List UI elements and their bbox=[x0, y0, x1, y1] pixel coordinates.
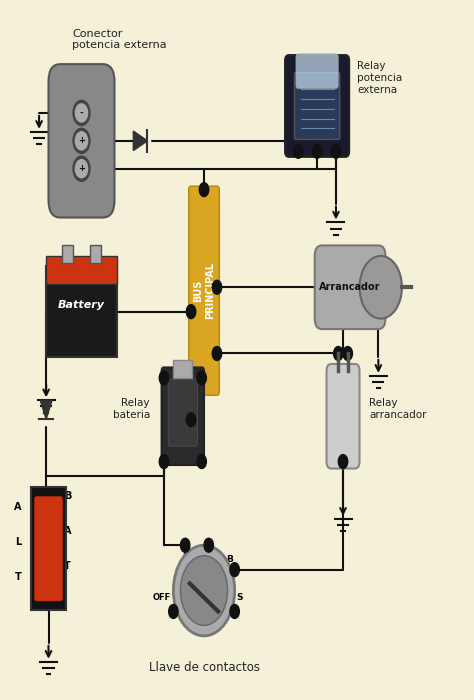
FancyBboxPatch shape bbox=[315, 246, 385, 329]
Text: OFF: OFF bbox=[153, 593, 171, 602]
Circle shape bbox=[230, 563, 239, 577]
Text: BUS
PRINCIPAL: BUS PRINCIPAL bbox=[193, 262, 215, 319]
FancyBboxPatch shape bbox=[168, 379, 197, 446]
FancyBboxPatch shape bbox=[162, 368, 204, 465]
Text: T: T bbox=[64, 561, 71, 571]
Circle shape bbox=[212, 280, 222, 294]
Circle shape bbox=[338, 454, 348, 468]
FancyBboxPatch shape bbox=[173, 360, 192, 378]
FancyBboxPatch shape bbox=[46, 256, 117, 284]
Circle shape bbox=[343, 346, 353, 360]
Circle shape bbox=[75, 104, 88, 122]
Text: B: B bbox=[64, 491, 71, 501]
FancyBboxPatch shape bbox=[296, 54, 338, 88]
FancyBboxPatch shape bbox=[327, 364, 359, 468]
Circle shape bbox=[230, 605, 239, 618]
Circle shape bbox=[312, 144, 322, 158]
Text: A: A bbox=[14, 502, 22, 512]
Circle shape bbox=[169, 605, 178, 618]
Polygon shape bbox=[40, 400, 52, 419]
Text: R: R bbox=[205, 540, 212, 550]
FancyBboxPatch shape bbox=[189, 186, 219, 396]
Text: Arrancador: Arrancador bbox=[319, 282, 381, 293]
FancyBboxPatch shape bbox=[285, 55, 349, 157]
Text: Relay
potencia
externa: Relay potencia externa bbox=[357, 62, 402, 94]
Text: -: - bbox=[80, 108, 83, 118]
Text: +: + bbox=[78, 164, 85, 173]
FancyBboxPatch shape bbox=[46, 266, 117, 357]
Circle shape bbox=[186, 304, 196, 318]
Circle shape bbox=[75, 160, 88, 178]
Text: Relay
bateria: Relay bateria bbox=[112, 398, 150, 420]
Polygon shape bbox=[133, 131, 147, 150]
Circle shape bbox=[293, 144, 303, 158]
Circle shape bbox=[73, 156, 90, 181]
Circle shape bbox=[204, 538, 213, 552]
Circle shape bbox=[181, 556, 228, 625]
Circle shape bbox=[173, 545, 235, 636]
FancyBboxPatch shape bbox=[90, 246, 101, 262]
Text: Relay
arrancador: Relay arrancador bbox=[369, 398, 427, 420]
Text: S: S bbox=[236, 593, 243, 602]
Circle shape bbox=[199, 183, 209, 197]
Text: A: A bbox=[64, 526, 71, 536]
Circle shape bbox=[331, 144, 341, 158]
Text: L: L bbox=[15, 537, 21, 547]
Circle shape bbox=[73, 128, 90, 153]
Text: B: B bbox=[227, 554, 233, 564]
Text: Battery: Battery bbox=[58, 300, 105, 309]
Circle shape bbox=[186, 413, 196, 427]
FancyBboxPatch shape bbox=[62, 246, 73, 262]
Circle shape bbox=[212, 346, 222, 360]
Text: L: L bbox=[182, 547, 188, 556]
Circle shape bbox=[359, 256, 402, 318]
Text: Conector
potencia externa: Conector potencia externa bbox=[72, 29, 167, 50]
Circle shape bbox=[197, 454, 206, 468]
Circle shape bbox=[334, 346, 343, 360]
FancyBboxPatch shape bbox=[35, 496, 63, 601]
Circle shape bbox=[181, 538, 190, 552]
Text: Llave de contactos: Llave de contactos bbox=[148, 661, 259, 673]
Circle shape bbox=[159, 454, 169, 468]
Circle shape bbox=[197, 371, 206, 385]
FancyBboxPatch shape bbox=[48, 64, 115, 218]
Circle shape bbox=[159, 371, 169, 385]
FancyBboxPatch shape bbox=[294, 73, 340, 139]
Circle shape bbox=[73, 100, 90, 125]
FancyBboxPatch shape bbox=[31, 487, 66, 610]
Text: T: T bbox=[15, 572, 21, 582]
Text: +: + bbox=[78, 136, 85, 146]
Circle shape bbox=[75, 132, 88, 150]
